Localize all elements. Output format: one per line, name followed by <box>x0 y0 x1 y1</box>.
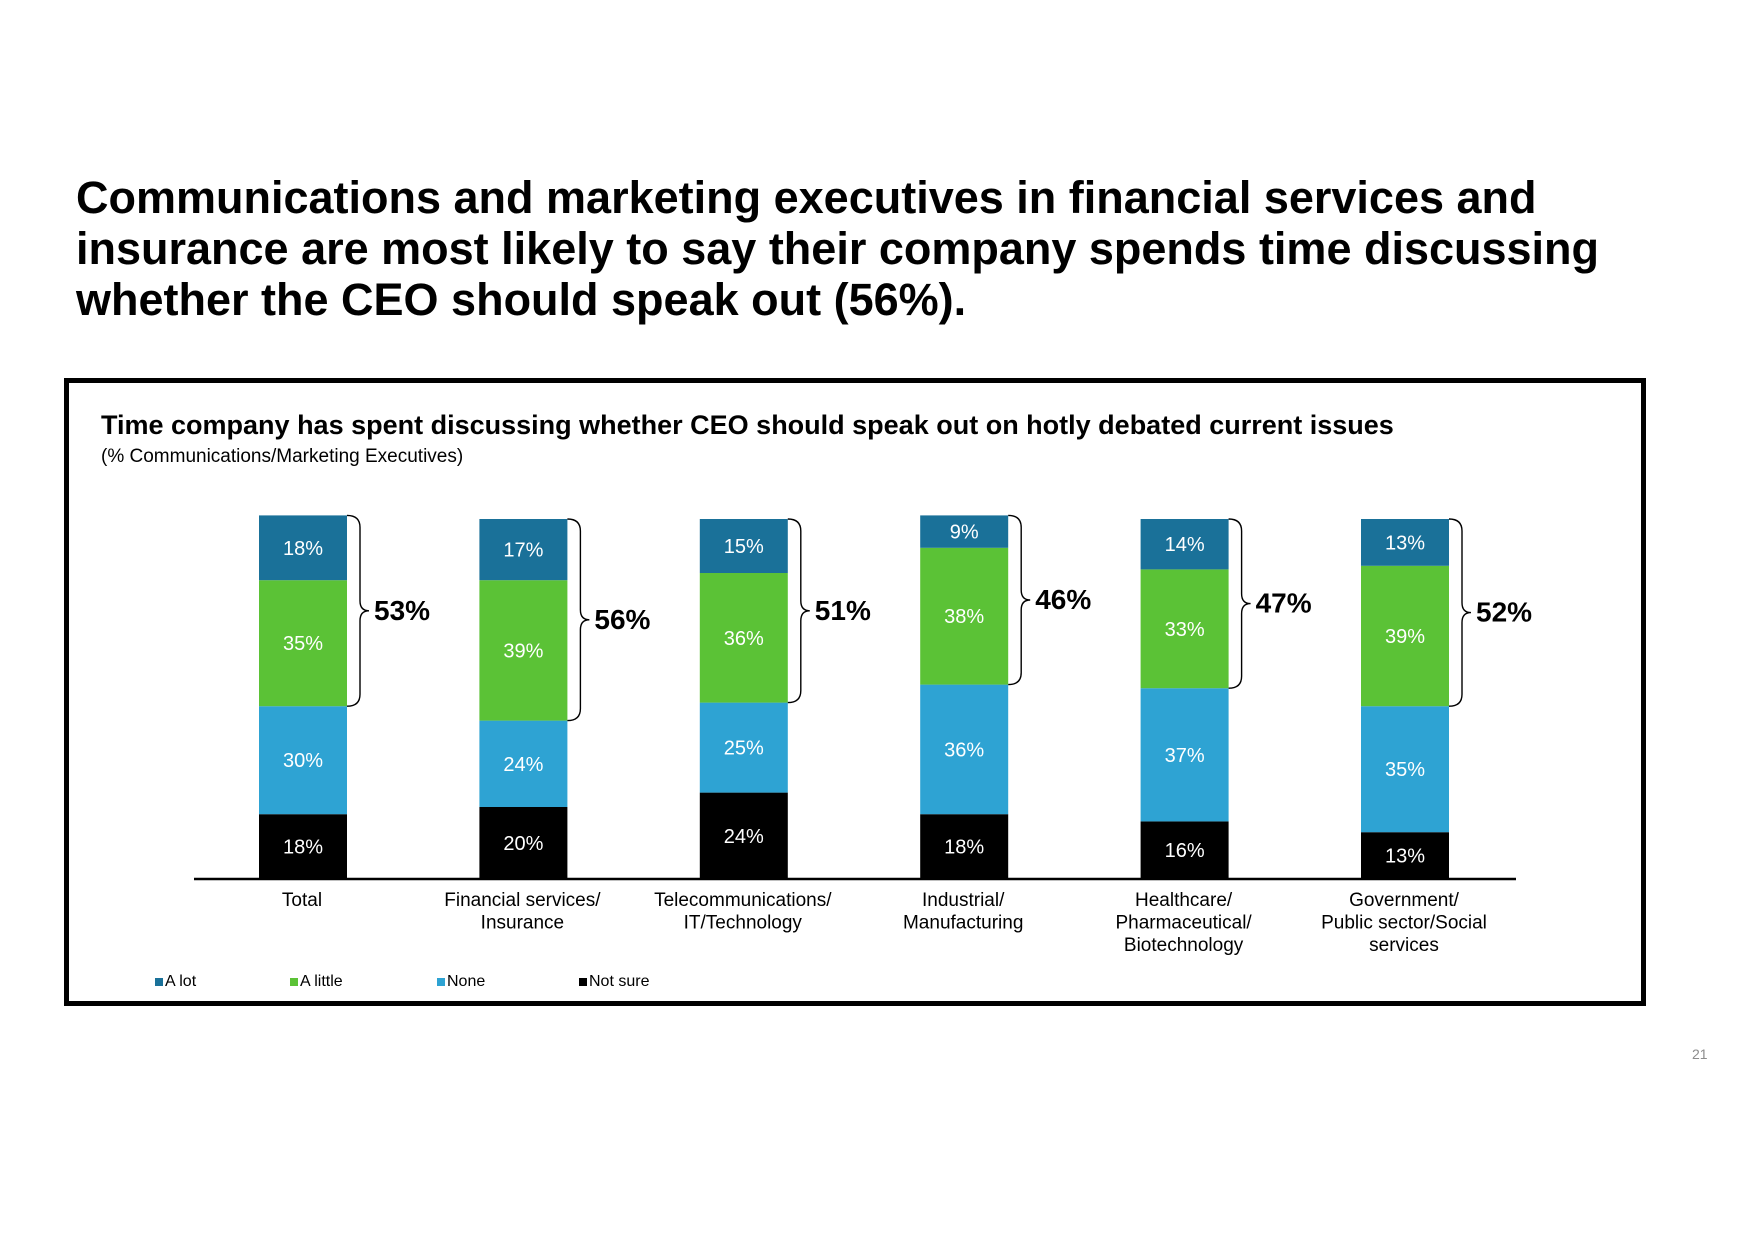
chart-frame <box>64 378 1646 1006</box>
chart-subtitle: (% Communications/Marketing Executives) <box>101 446 464 467</box>
data-label-a-little: 35% <box>283 633 323 655</box>
data-label-a-little: 33% <box>1165 619 1205 641</box>
bar-segment-a-lot <box>699 519 788 573</box>
bracket-total-label: 51% <box>815 595 871 626</box>
data-label-not-sure: 24% <box>724 826 764 848</box>
data-label-none: 36% <box>944 739 984 761</box>
legend-label-not-sure: Not sure <box>589 973 650 990</box>
bracket <box>1448 518 1472 707</box>
bar-segment-a-little <box>1361 565 1449 707</box>
bar-segment-not-sure <box>1361 832 1449 879</box>
bar-segment-a-lot <box>920 515 1009 548</box>
legend-item-a-lot: A lot <box>155 973 196 991</box>
data-label-a-lot: 9% <box>950 522 979 544</box>
legend-item-none: None <box>437 973 485 991</box>
data-label-none: 25% <box>724 738 764 760</box>
bracket <box>787 518 810 704</box>
data-label-none: 30% <box>283 750 323 772</box>
data-label-a-lot: 17% <box>503 540 543 562</box>
legend-swatch-not-sure <box>579 978 587 986</box>
bracket-total-label: 53% <box>374 595 430 626</box>
legend-label-a-lot: A lot <box>165 973 197 990</box>
data-label-none: 35% <box>1385 759 1425 781</box>
bar-segment-a-lot <box>479 519 568 581</box>
bar-segment-not-sure <box>1140 821 1229 879</box>
legend-swatch-a-lot <box>155 978 163 986</box>
bracket-total-label: 46% <box>1035 584 1091 615</box>
data-label-none: 24% <box>503 754 543 776</box>
legend-swatch-none <box>437 978 445 986</box>
data-label-a-little: 39% <box>503 640 543 662</box>
bracket <box>567 518 590 722</box>
category-label: Government/Public sector/Social services <box>1321 890 1487 956</box>
chart-title: Time company has spent discussing whethe… <box>101 410 1394 440</box>
data-label-not-sure: 20% <box>503 833 543 855</box>
page-headline: Communications and marketing executives … <box>76 172 1600 325</box>
category-label: Total <box>282 890 322 911</box>
bar-segment-a-lot <box>259 515 347 581</box>
category-label: Healthcare/Pharmaceutical/Biotechnology <box>1115 890 1252 956</box>
legend-item-a-little: A little <box>290 973 343 991</box>
data-label-a-lot: 14% <box>1165 534 1205 556</box>
bar-segment-a-lot <box>1140 519 1229 570</box>
bracket-total-label: 56% <box>594 604 650 635</box>
bar-segment-a-little <box>699 573 788 703</box>
bracket-total-label: 47% <box>1256 588 1312 619</box>
bar-segment-none <box>699 702 788 793</box>
data-label-not-sure: 16% <box>1165 840 1205 862</box>
category-label: Industrial/Manufacturing <box>903 890 1023 934</box>
bar-segment-none <box>1140 688 1229 822</box>
bar-segment-a-little <box>479 580 568 721</box>
bracket-total-label: 52% <box>1476 597 1532 628</box>
bar-segment-not-sure <box>699 792 788 879</box>
data-label-a-lot: 15% <box>724 536 764 558</box>
bar-segment-none <box>1361 706 1449 833</box>
legend-label-a-little: A little <box>300 973 343 990</box>
bar-segment-a-little <box>920 547 1009 685</box>
bar-segment-a-little <box>259 580 347 707</box>
bar-segment-none <box>259 706 347 815</box>
bracket <box>1228 518 1251 689</box>
bracket <box>346 514 370 707</box>
bar-segment-a-lot <box>1361 519 1449 566</box>
bar-segment-none <box>920 684 1009 815</box>
page-number: 21 <box>1692 1046 1708 1062</box>
data-label-a-little: 36% <box>724 628 764 650</box>
data-label-not-sure: 13% <box>1385 846 1425 868</box>
legend-label-none: None <box>447 973 486 990</box>
bracket <box>1008 514 1031 686</box>
bar-segment-a-little <box>1140 569 1229 689</box>
data-label-a-lot: 18% <box>283 538 323 560</box>
bar-segment-not-sure <box>479 807 568 879</box>
data-label-a-little: 38% <box>944 606 984 628</box>
data-label-not-sure: 18% <box>944 837 984 859</box>
data-label-none: 37% <box>1165 745 1205 767</box>
data-label-a-lot: 13% <box>1385 532 1425 554</box>
category-label: Telecommunications/IT/Technology <box>654 890 832 934</box>
data-label-not-sure: 18% <box>283 837 323 859</box>
bar-segment-not-sure <box>259 814 347 879</box>
bar-segment-not-sure <box>920 814 1009 879</box>
data-label-a-little: 39% <box>1385 626 1425 648</box>
category-label: Financial services/Insurance <box>444 890 601 934</box>
legend-swatch-a-little <box>290 978 298 986</box>
legend-item-not-sure: Not sure <box>579 973 649 991</box>
bar-segment-none <box>479 720 568 807</box>
